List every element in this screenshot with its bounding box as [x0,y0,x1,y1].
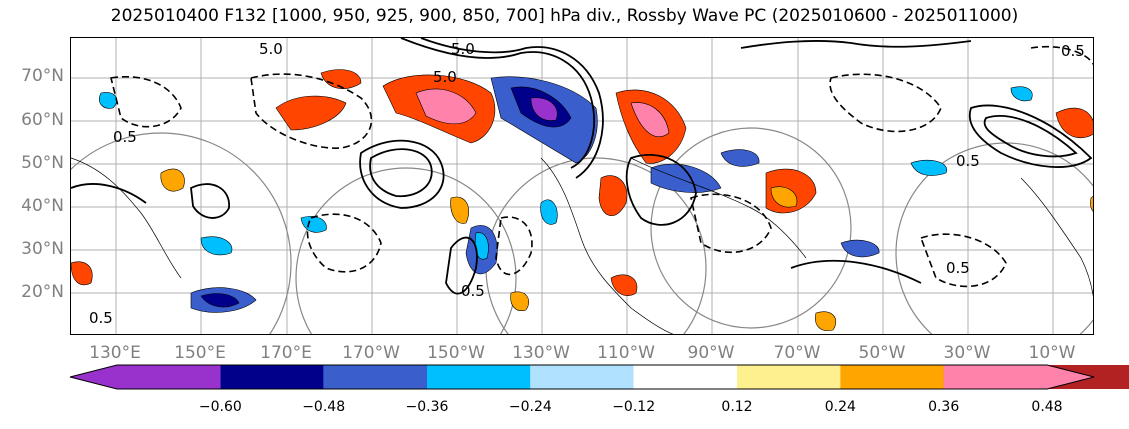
contour-label: 5.0 [451,40,475,58]
lat-label-30n: 30°N [21,239,64,259]
colorbar-tick-label: −0.60 [198,399,242,415]
contour-label: 5.0 [259,40,283,58]
lon-label: 170°W [342,343,400,363]
colorbar [69,364,1129,390]
divergence-shading [71,69,1093,331]
coastlines [71,157,1093,334]
lat-label-70n: 70°N [21,66,64,86]
colorbar-tick-label: 0.12 [721,399,753,415]
colorbar-tick-label: −0.48 [302,399,346,415]
colorbar-segment [943,365,1094,389]
colorbar-segment [840,365,944,389]
lon-label: 130°E [89,343,141,363]
colorbar-tick-label: 0.48 [1031,399,1063,415]
lat-label-50n: 50°N [21,153,64,173]
colorbar-tick-label: −0.24 [508,399,552,415]
colorbar-segment [633,365,737,389]
contour-label: 0.5 [956,152,980,170]
lon-label: 170°E [260,343,312,363]
lon-label: 70°W [773,343,821,363]
colorbar-segment [323,365,427,389]
contour-label: 0.5 [113,128,137,146]
colorbar-segment [220,365,324,389]
lat-label-40n: 40°N [21,196,64,216]
pc-contours [71,38,1093,295]
contour-label: 5.0 [433,68,457,86]
contour-label: 0.5 [461,282,485,300]
lon-label: 130°W [512,343,570,363]
map-canvas: 5.0 5.0 5.0 0.5 0.5 0.5 0.5 0.5 0.5 [71,38,1093,334]
lat-label-60n: 60°N [21,110,64,130]
contour-label-group: 5.0 5.0 5.0 0.5 0.5 0.5 0.5 0.5 0.5 [89,40,1085,327]
colorbar-segment [427,365,531,389]
lon-label: 10°W [1028,343,1076,363]
contour-label: 0.5 [89,309,113,327]
lon-label: 110°W [597,343,655,363]
colorbar-tick-label: −0.36 [405,399,449,415]
colorbar-segment [737,365,841,389]
lon-label: 30°W [943,343,991,363]
colorbar-segment [530,365,634,389]
lon-label: 150°E [174,343,226,363]
lon-label: 50°W [858,343,906,363]
lat-label-20n: 20°N [21,282,64,302]
colorbar-tick-label: 0.36 [928,399,960,415]
map-title: 2025010400 F132 [1000, 950, 925, 900, 85… [110,6,1019,26]
contour-label: 0.5 [946,259,970,277]
lon-label: 90°W [687,343,735,363]
lon-label: 150°W [427,343,485,363]
colorbar-tick-label: 0.24 [824,399,856,415]
colorbar-segment [70,365,221,389]
negative-contours [110,45,1093,288]
colorbar-tick-label: −0.12 [612,399,656,415]
map-panel: 5.0 5.0 5.0 0.5 0.5 0.5 0.5 0.5 0.5 [70,37,1094,335]
contour-label: 0.5 [1061,42,1085,60]
